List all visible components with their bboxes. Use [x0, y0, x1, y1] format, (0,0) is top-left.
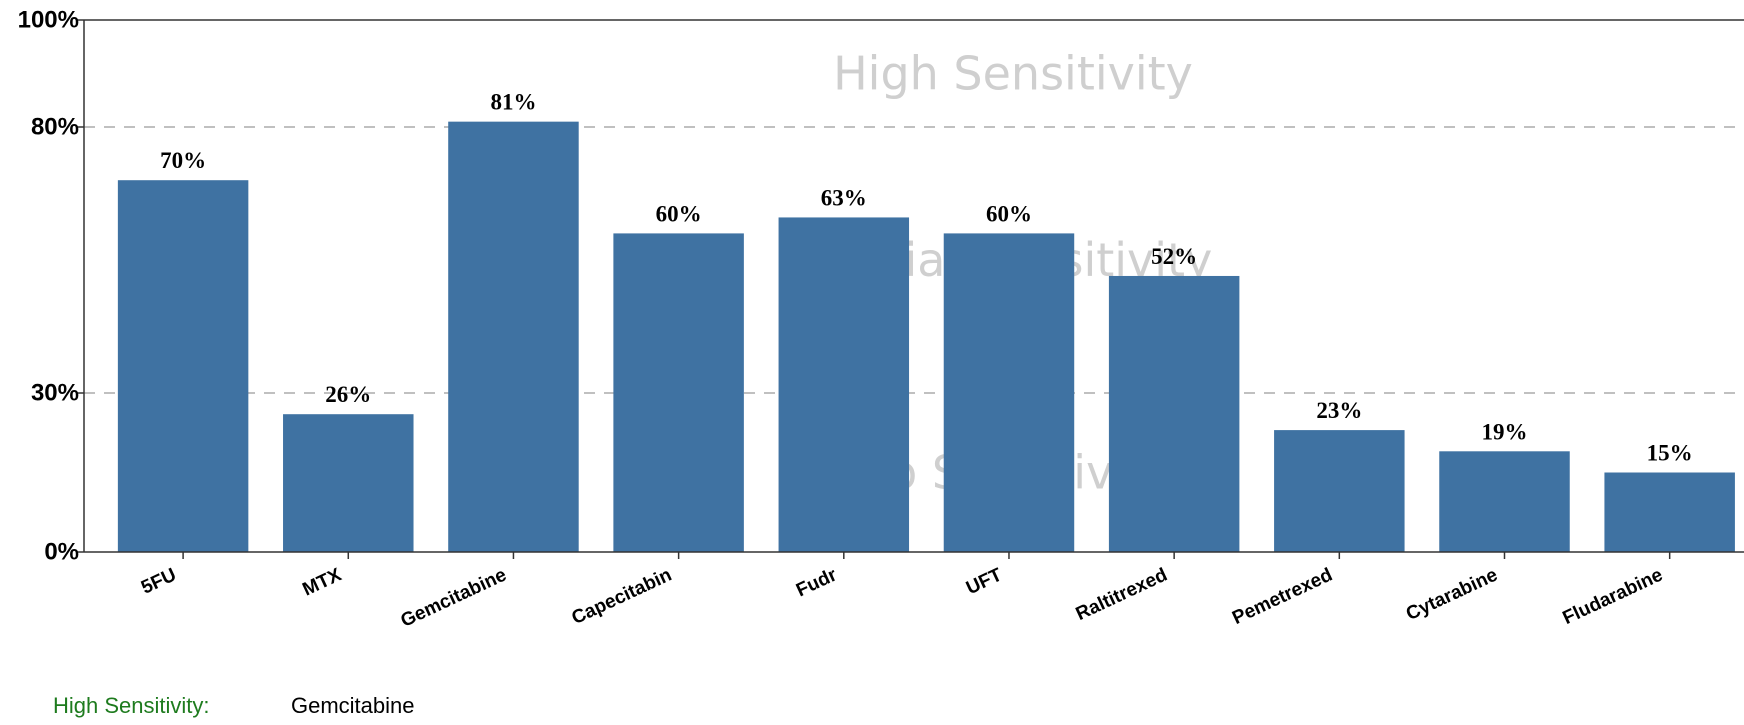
- legend-footer: High Sensitivity: Gemcitabine: [53, 693, 415, 719]
- y-tick-label: 0%: [44, 539, 79, 566]
- zone-label: High Sensitivity: [833, 47, 1193, 101]
- value-label: 19%: [1481, 419, 1527, 444]
- x-tick-label: UFT: [963, 564, 1006, 599]
- y-tick-label: 80%: [31, 114, 79, 141]
- x-tick-label: Gemcitabine: [398, 564, 510, 631]
- value-labels: 70% 26% 81% 60% 63% 60% 52% 23% 19% 15%: [160, 90, 1693, 466]
- x-tick-label: Capecitabin: [569, 564, 675, 629]
- bar: [448, 121, 579, 553]
- y-tick-label: 100%: [18, 7, 79, 34]
- x-tick-label: 5FU: [138, 564, 179, 598]
- bar: [1108, 275, 1240, 552]
- value-label: 60%: [986, 201, 1032, 226]
- value-label: 52%: [1151, 244, 1197, 269]
- bar: [943, 233, 1075, 552]
- threshold-lines: [84, 126, 1744, 394]
- value-label: 23%: [1316, 398, 1362, 423]
- value-label: 81%: [490, 90, 536, 115]
- x-tick-label: MTX: [299, 564, 345, 600]
- y-tick-label: 30%: [31, 380, 79, 407]
- x-tick-label: Cytarabine: [1403, 564, 1501, 625]
- x-tick-label: Pemetrexed: [1229, 564, 1336, 629]
- bar: [117, 180, 249, 552]
- x-tick-label: Fudr: [793, 564, 841, 601]
- value-label: 63%: [821, 185, 867, 210]
- bar: [1604, 472, 1735, 552]
- high-sensitivity-label: High Sensitivity:: [53, 693, 210, 718]
- value-label: 60%: [656, 201, 702, 226]
- x-tick-label: Raltitrexed: [1073, 564, 1171, 625]
- x-tick-label: Fludarabine: [1560, 564, 1666, 629]
- value-label: 70%: [160, 148, 206, 173]
- bar: [283, 414, 414, 552]
- bar: [778, 217, 910, 552]
- value-label: 26%: [325, 382, 371, 407]
- bars: [117, 121, 1735, 553]
- high-sensitivity-value: Gemcitabine: [291, 693, 415, 718]
- bar: [613, 233, 744, 552]
- bar: [1274, 430, 1405, 552]
- x-ticks: 5FU MTX Gemcitabine Capecitabin Fudr UFT Ralti…: [138, 552, 1671, 632]
- axes: [83, 19, 1744, 553]
- y-ticks: 0% 30% 80% 100%: [18, 7, 84, 566]
- value-label: 15%: [1647, 441, 1693, 466]
- bar: [1439, 451, 1570, 552]
